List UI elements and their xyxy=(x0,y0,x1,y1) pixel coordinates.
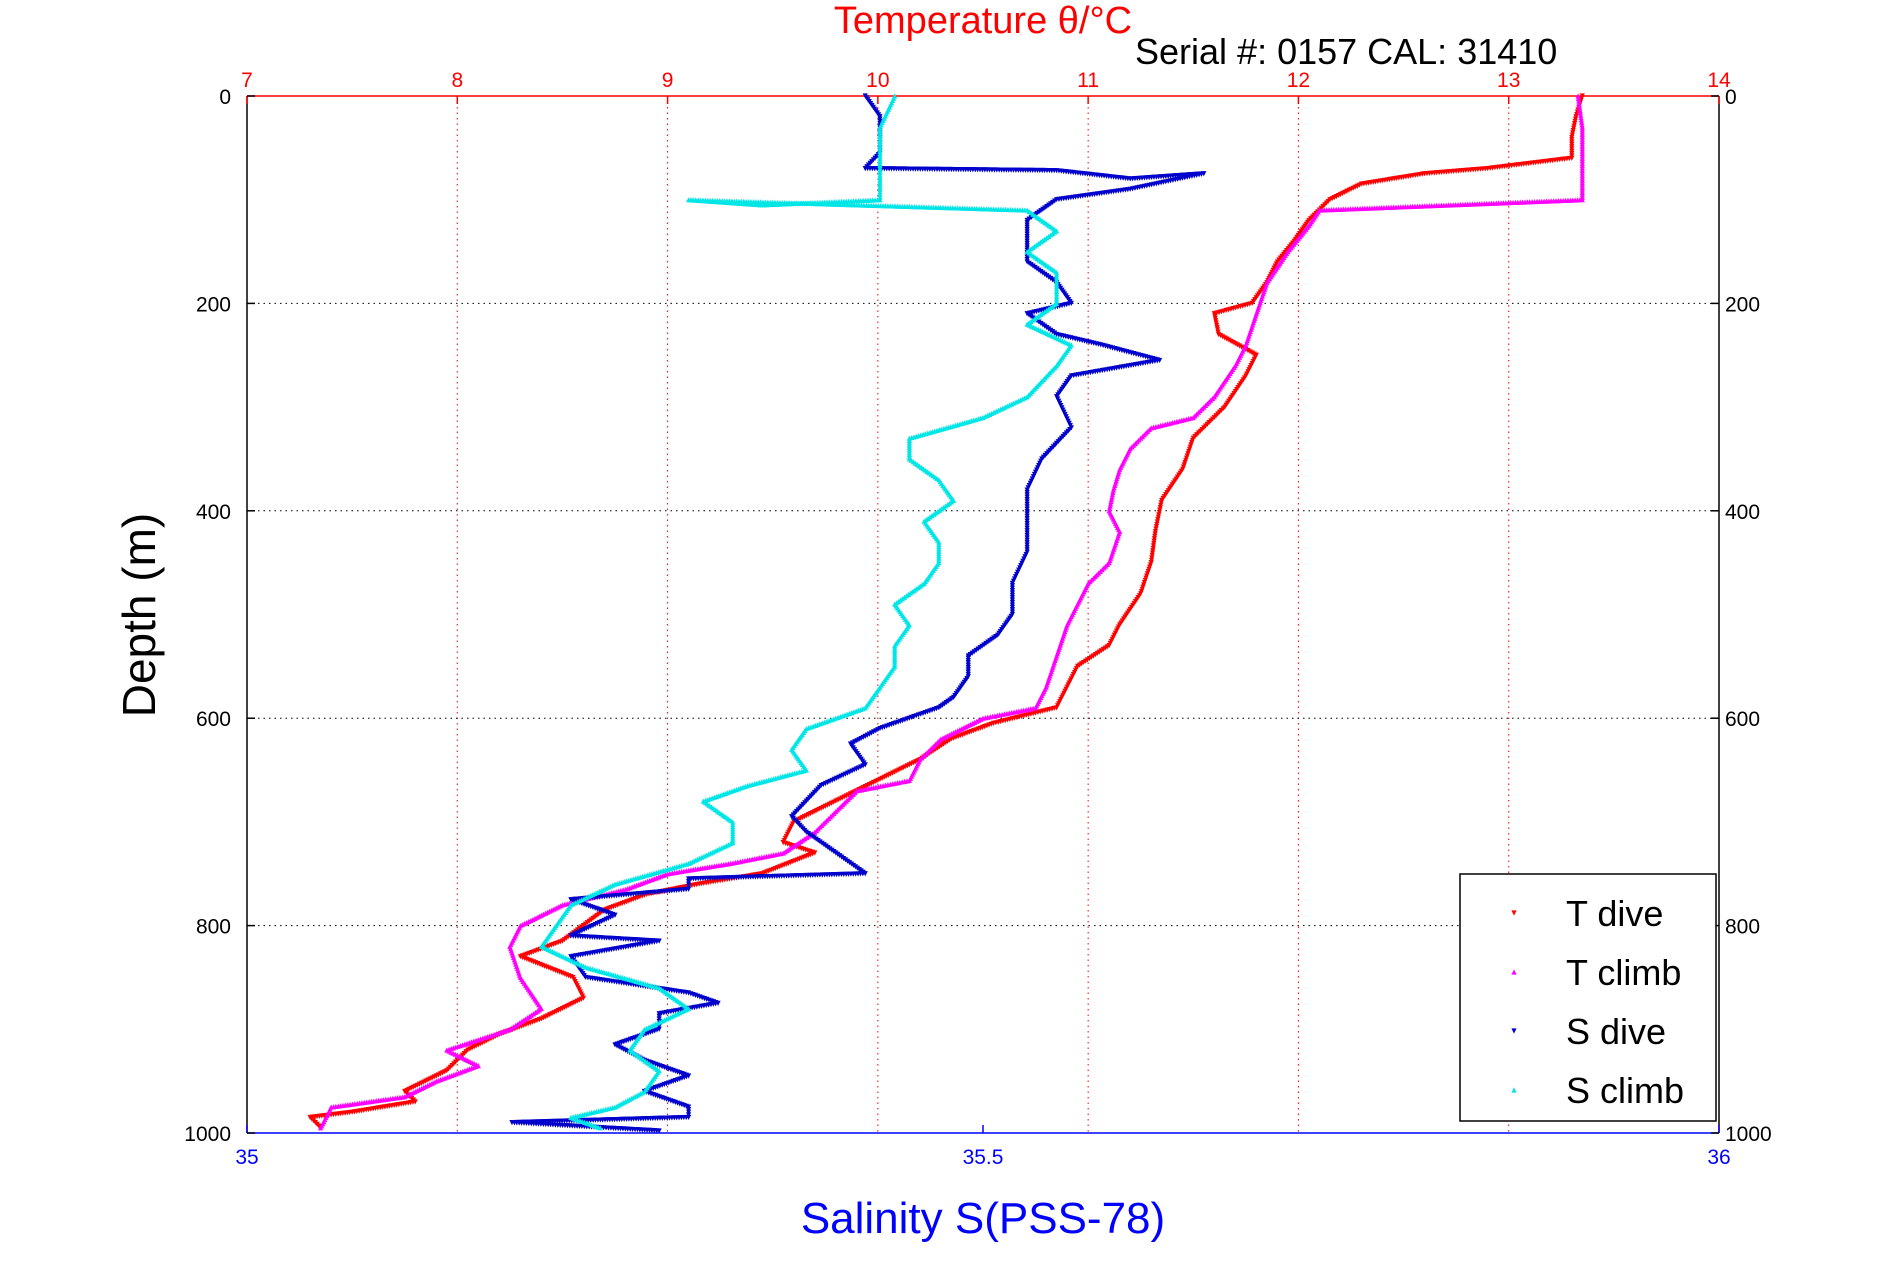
series-t-climb-marker xyxy=(1107,503,1113,509)
series-s-dive-marker xyxy=(656,1128,662,1134)
series-t-climb-marker xyxy=(1108,498,1114,505)
legend: T dive T climb S dive S climb xyxy=(1459,873,1717,1122)
series-t-climb-marker xyxy=(1575,93,1581,99)
tick-labels: 7 8 9 10 11 12 13 14 35 35.5 36 0 0 200 200 400 400 600 60… xyxy=(184,69,1771,1169)
legend-marker xyxy=(1511,969,1517,975)
series-layer xyxy=(307,93,1585,1134)
series-t-climb-marker xyxy=(1577,107,1583,113)
depth-tick-label-right: 1000 xyxy=(1725,1123,1772,1146)
series-s-dive xyxy=(509,93,1207,1134)
series-t-climb-marker xyxy=(1578,112,1584,118)
temperature-axis-title: Temperature θ/°C xyxy=(834,0,1132,42)
series-t-climb-marker xyxy=(1576,102,1583,109)
series-t-climb-marker xyxy=(1579,122,1585,128)
depth-tick-label-right: 800 xyxy=(1725,916,1760,939)
legend-label: T dive xyxy=(1566,893,1663,934)
temperature-tick-label: 11 xyxy=(1077,69,1099,92)
series-t-climb-marker xyxy=(1577,110,1583,116)
series-t-climb-marker xyxy=(1576,100,1582,106)
series-t-climb-marker xyxy=(1108,496,1115,502)
temperature-tick-label: 7 xyxy=(241,69,253,92)
series-s-climb xyxy=(538,93,1074,1131)
depth-tick-label-right: 600 xyxy=(1725,708,1760,731)
legend-entry-s-climb: S climb xyxy=(1511,1070,1684,1111)
legend-items: T dive T climb S dive S climb xyxy=(1511,893,1684,1111)
series-t-climb-marker xyxy=(1110,487,1116,493)
series-t-climb-marker xyxy=(1577,105,1583,111)
temperature-tick-label: 8 xyxy=(451,69,463,92)
temperature-tick-label: 10 xyxy=(866,69,889,92)
legend-entry-t-dive: T dive xyxy=(1511,893,1663,934)
temperature-tick-label: 13 xyxy=(1497,69,1520,92)
temperature-tick-label: 9 xyxy=(662,69,674,92)
legend-marker xyxy=(1511,1087,1517,1093)
salinity-tick-label: 36 xyxy=(1707,1146,1730,1169)
depth-tick-label-left: 1000 xyxy=(184,1123,231,1146)
salinity-tick-label: 35 xyxy=(235,1146,258,1169)
series-t-dive xyxy=(307,93,1585,1131)
salinity-tick-label: 35.5 xyxy=(963,1146,1004,1169)
series-t-climb-marker xyxy=(318,1125,324,1131)
depth-tick-label-left: 600 xyxy=(196,708,231,731)
legend-label: S climb xyxy=(1566,1070,1684,1111)
depth-tick-label-right: 200 xyxy=(1725,293,1760,316)
depth-tick-label-left: 200 xyxy=(196,293,231,316)
series-t-climb-marker xyxy=(1575,95,1582,101)
temperature-tick-label: 14 xyxy=(1707,69,1731,92)
series-t-climb-marker xyxy=(1579,119,1585,125)
depth-tick-label-left: 800 xyxy=(196,916,231,939)
series-t-climb-marker xyxy=(1109,494,1115,500)
serial-info: Serial #: 0157 CAL: 31410 xyxy=(1135,31,1557,72)
series-t-climb-marker xyxy=(1578,114,1584,121)
legend-label: T climb xyxy=(1566,952,1681,993)
series-t-climb-marker xyxy=(1110,489,1116,495)
depth-tick-label-right: 0 xyxy=(1725,86,1737,109)
depth-tick-label-left: 400 xyxy=(196,501,231,524)
legend-box xyxy=(1459,873,1717,1122)
legend-marker xyxy=(1511,910,1517,916)
temperature-tick-label: 12 xyxy=(1287,69,1310,92)
depth-axis-title: Depth (m) xyxy=(113,513,165,717)
legend-entry-t-climb: T climb xyxy=(1511,952,1681,993)
salinity-axis-title: Salinity S(PSS-78) xyxy=(801,1194,1165,1243)
legend-label: S dive xyxy=(1566,1011,1666,1052)
series-t-climb-marker xyxy=(1109,492,1116,498)
series-t-climb-marker xyxy=(1578,117,1584,123)
series-t-climb-marker xyxy=(1107,505,1113,512)
series-t-climb-marker xyxy=(1576,98,1582,104)
legend-marker xyxy=(1511,1028,1517,1034)
series-s-climb-marker xyxy=(597,1125,603,1131)
depth-tick-label-right: 400 xyxy=(1725,501,1760,524)
series-t-climb-marker xyxy=(1107,501,1114,507)
legend-entry-s-dive: S dive xyxy=(1511,1011,1666,1052)
depth-tick-label-left: 0 xyxy=(219,86,231,109)
